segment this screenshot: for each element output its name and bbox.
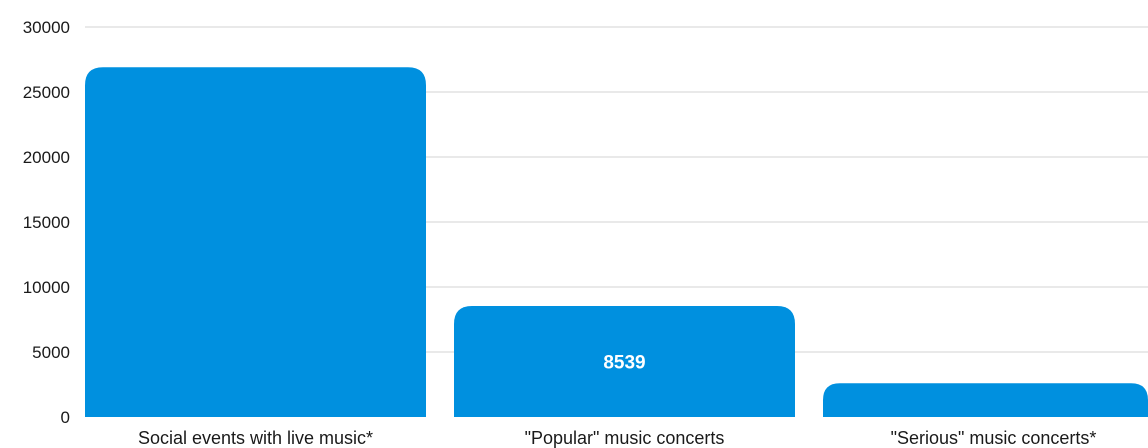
- y-tick-label: 5000: [32, 343, 70, 362]
- bars: [85, 67, 1148, 418]
- y-tick-label: 30000: [23, 18, 70, 37]
- bar: [85, 67, 426, 418]
- x-category-label: "Serious" music concerts*: [891, 428, 1097, 448]
- y-tick-label: 25000: [23, 83, 70, 102]
- y-axis-tick-labels: 0 5000 10000 15000 20000 25000 30000: [23, 18, 70, 427]
- x-axis-category-labels: Social events with live music* "Popular" …: [138, 428, 1096, 448]
- bar: [823, 383, 1148, 417]
- x-category-label: "Popular" music concerts: [525, 428, 725, 448]
- bar: [454, 305, 795, 417]
- y-tick-label: 15000: [23, 213, 70, 232]
- y-tick-label: 10000: [23, 278, 70, 297]
- y-tick-label: 0: [61, 408, 70, 427]
- x-category-label: Social events with live music*: [138, 428, 373, 448]
- y-tick-label: 20000: [23, 148, 70, 167]
- bar-data-label: 8539: [603, 353, 645, 374]
- data-labels: 8539: [603, 353, 645, 374]
